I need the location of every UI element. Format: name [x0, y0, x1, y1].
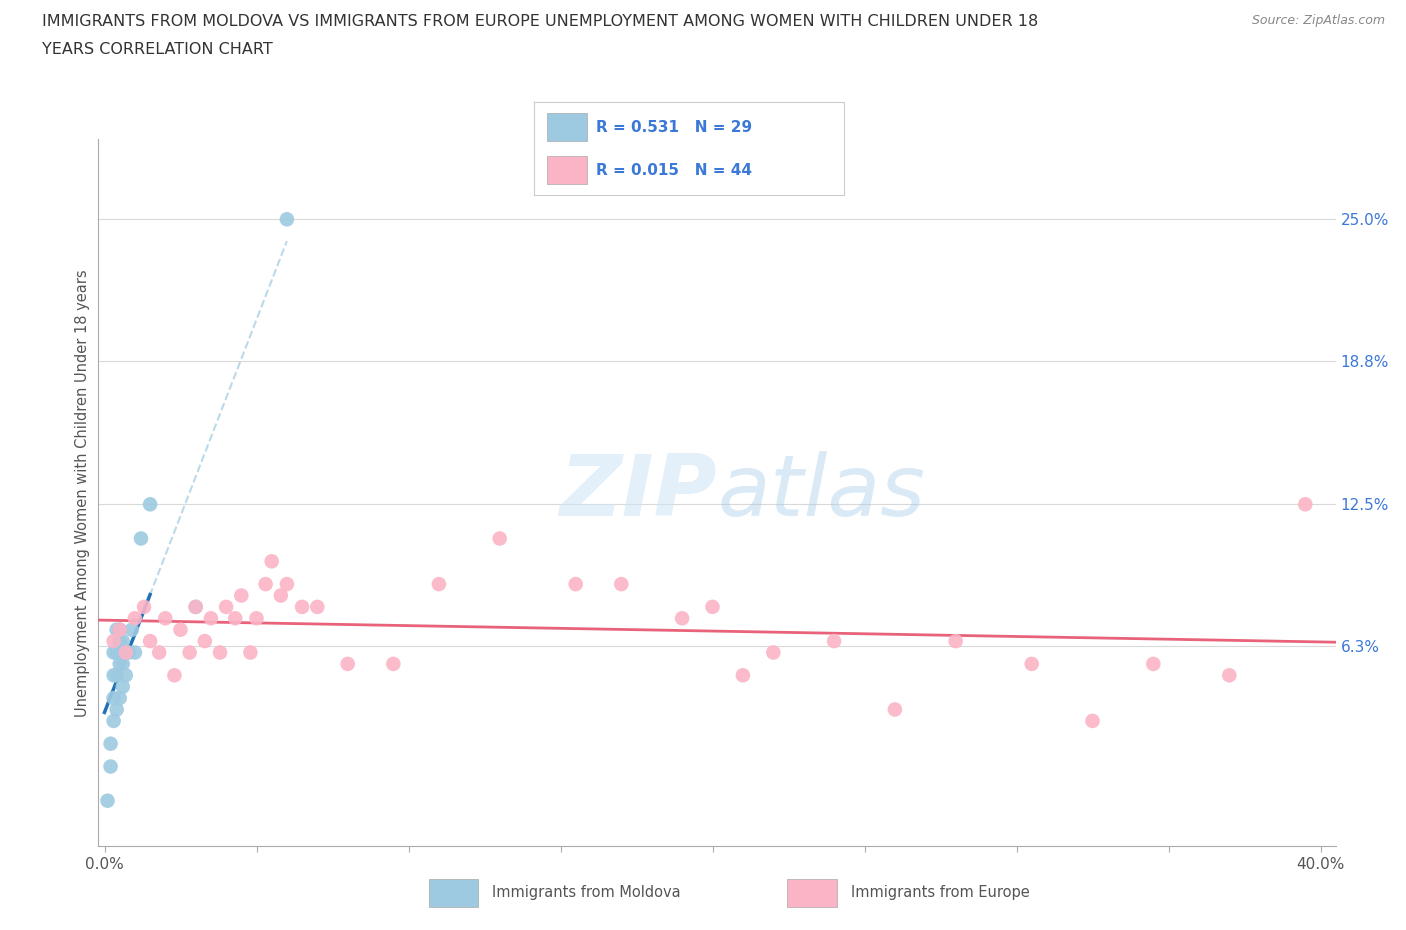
Point: [762, 645, 785, 660]
Point: [610, 577, 633, 591]
Text: Immigrants from Moldova: Immigrants from Moldova: [492, 885, 681, 900]
Text: atlas: atlas: [717, 451, 925, 535]
Point: [883, 702, 905, 717]
Point: [184, 600, 207, 615]
Point: [488, 531, 510, 546]
Point: [1218, 668, 1240, 683]
Bar: [429, 879, 478, 907]
Point: [382, 657, 405, 671]
Point: [108, 633, 131, 648]
Point: [111, 645, 134, 660]
Point: [1294, 497, 1316, 512]
Point: [103, 691, 125, 706]
Point: [108, 622, 131, 637]
Point: [336, 657, 359, 671]
Point: [108, 633, 131, 648]
Point: [139, 633, 162, 648]
Point: [139, 497, 162, 512]
Bar: [547, 156, 586, 184]
Point: [114, 668, 136, 683]
Bar: [547, 113, 586, 141]
Bar: [787, 879, 837, 907]
Point: [124, 611, 146, 626]
Point: [194, 633, 217, 648]
Point: [108, 622, 131, 637]
Point: [100, 759, 122, 774]
Point: [276, 577, 298, 591]
Point: [148, 645, 170, 660]
Point: [111, 633, 134, 648]
Point: [1021, 657, 1043, 671]
Point: [731, 668, 754, 683]
Point: [254, 577, 277, 591]
Point: [103, 645, 125, 660]
Point: [105, 645, 128, 660]
Point: [111, 657, 134, 671]
Point: [260, 554, 283, 569]
Point: [945, 633, 967, 648]
Point: [124, 645, 146, 660]
Text: IMMIGRANTS FROM MOLDOVA VS IMMIGRANTS FROM EUROPE UNEMPLOYMENT AMONG WOMEN WITH : IMMIGRANTS FROM MOLDOVA VS IMMIGRANTS FR…: [42, 14, 1039, 29]
Text: Source: ZipAtlas.com: Source: ZipAtlas.com: [1251, 14, 1385, 27]
Point: [291, 600, 314, 615]
Point: [103, 713, 125, 728]
Y-axis label: Unemployment Among Women with Children Under 18 years: Unemployment Among Women with Children U…: [75, 269, 90, 717]
Point: [200, 611, 222, 626]
Point: [823, 633, 845, 648]
Point: [1081, 713, 1104, 728]
Text: YEARS CORRELATION CHART: YEARS CORRELATION CHART: [42, 42, 273, 57]
Point: [1142, 657, 1164, 671]
Text: R = 0.531   N = 29: R = 0.531 N = 29: [596, 120, 752, 135]
Point: [132, 600, 155, 615]
Point: [702, 600, 724, 615]
Point: [184, 600, 207, 615]
Point: [108, 657, 131, 671]
Text: R = 0.015   N = 44: R = 0.015 N = 44: [596, 163, 752, 178]
Point: [671, 611, 693, 626]
Point: [105, 622, 128, 637]
Point: [307, 600, 329, 615]
Point: [427, 577, 450, 591]
Point: [163, 668, 186, 683]
Text: ZIP: ZIP: [560, 451, 717, 535]
Point: [100, 737, 122, 751]
Point: [114, 645, 136, 660]
Point: [231, 588, 253, 603]
Point: [208, 645, 231, 660]
Point: [129, 531, 152, 546]
Text: Immigrants from Europe: Immigrants from Europe: [851, 885, 1029, 900]
Point: [105, 702, 128, 717]
Point: [270, 588, 292, 603]
Point: [239, 645, 262, 660]
Point: [103, 668, 125, 683]
Point: [105, 668, 128, 683]
Point: [121, 622, 143, 637]
Point: [96, 793, 118, 808]
Point: [103, 633, 125, 648]
Point: [179, 645, 201, 660]
Point: [245, 611, 267, 626]
Point: [108, 691, 131, 706]
Point: [224, 611, 246, 626]
Point: [276, 212, 298, 227]
Point: [111, 679, 134, 694]
Point: [118, 645, 141, 660]
Point: [564, 577, 586, 591]
Point: [169, 622, 191, 637]
Point: [215, 600, 238, 615]
Point: [114, 645, 136, 660]
Point: [155, 611, 177, 626]
